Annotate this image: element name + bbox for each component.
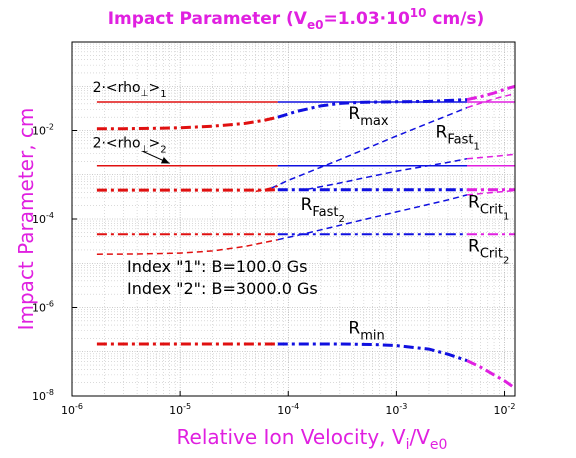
chart-title: Impact Parameter (Ve0=1.03·1010 cm/s) — [108, 6, 485, 32]
label-rmin: Rmin — [348, 318, 384, 343]
y-tick-label: 10-4 — [32, 211, 54, 226]
series-rfast2 — [96, 189, 516, 255]
series-rmin — [96, 342, 516, 390]
label-rho2: 2·<rho⊥>2 — [93, 136, 167, 156]
index-note: Index "1": B=100.0 Gs — [127, 257, 308, 276]
series-rfast2-red-segment — [96, 238, 278, 255]
series-rfast2_red — [255, 185, 278, 193]
y-tick-label: 10-6 — [32, 300, 54, 315]
arrow-head — [160, 156, 170, 164]
x-tick-label: 10-3 — [385, 402, 407, 417]
label-rfast1: RFast1 — [436, 123, 480, 153]
index-note: Index "2": B=3000.0 Gs — [127, 279, 318, 298]
x-axis-label: Relative Ion Velocity, Vi/Ve0 — [177, 425, 448, 453]
series-rfast_upper — [307, 153, 516, 191]
y-tick-label: 10-8 — [32, 388, 54, 403]
x-tick-label: 10-6 — [61, 402, 83, 417]
label-rcrit2: RCrit2 — [468, 236, 509, 266]
series-rfast1-blue-segment — [271, 106, 468, 189]
label-rho1: 2·<rho⊥>1 — [93, 80, 167, 100]
ticks: 10-6 10-5 10-4 10-3 10-2 10-8 10-6 10-4 10-2 — [32, 123, 515, 418]
series-rmin-magenta-segment — [466, 359, 516, 390]
series-rmax — [96, 84, 516, 131]
series-rfast1-magenta-segment — [466, 92, 516, 109]
x-tick-label: 10-5 — [169, 402, 191, 417]
series-rfast_upper-magenta-segment — [466, 153, 516, 160]
series-layer — [96, 84, 516, 390]
label-rmax: Rmax — [348, 104, 388, 129]
series-rmax-blue-segment — [277, 98, 468, 119]
grid — [71, 41, 515, 397]
series-rfast2_red-red-segment — [255, 185, 278, 193]
series-rfast2-magenta-segment — [466, 189, 516, 196]
series-rfast2-blue-segment — [277, 194, 468, 241]
x-tick-label: 10-4 — [277, 402, 299, 417]
series-rfast_upper-blue-segment — [307, 157, 468, 191]
label-rfast2: RFast2 — [301, 195, 345, 225]
series-rmin-blue-segment — [277, 342, 468, 363]
annotations: 2·<rho⊥>1 2·<rho⊥>2 Rmax RFast1 RFast2 RCrit1… — [93, 80, 510, 344]
index-notes: Index "1": B=100.0 Gs Index "2": B=3000.0… — [127, 257, 318, 298]
series-rmax-magenta-segment — [466, 84, 516, 102]
label-rcrit1: RCrit1 — [468, 193, 509, 223]
series-rmax-red-segment — [96, 115, 279, 131]
x-tick-label: 10-2 — [494, 402, 516, 417]
y-axis-label: Impact Parameter, cm — [14, 108, 38, 331]
y-tick-label: 10-2 — [32, 123, 54, 138]
series-rfast1 — [271, 92, 516, 189]
